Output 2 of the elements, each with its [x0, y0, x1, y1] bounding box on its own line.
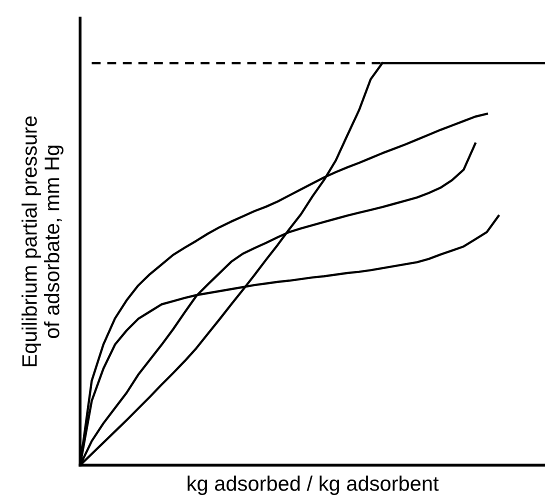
- y-axis-title: Equilibrium partial pressure of adsorbate, mm Hg: [22, 116, 64, 366]
- x-axis-title: kg adsorbed / kg adsorbent: [188, 476, 439, 496]
